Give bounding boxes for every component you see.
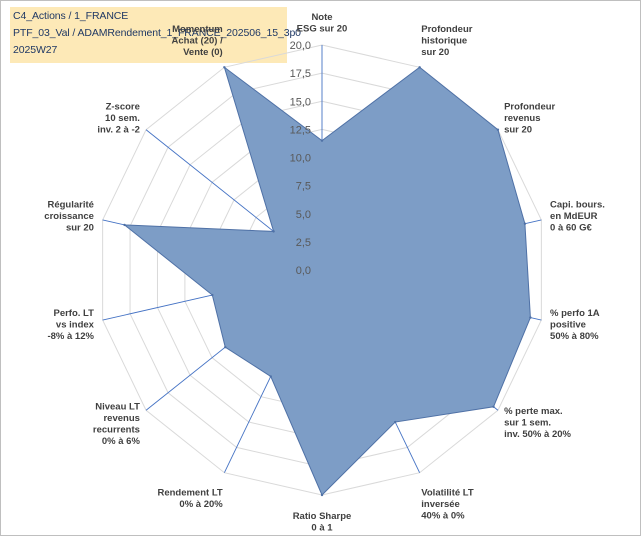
category-label-1-line-2: sur 20: [421, 47, 449, 58]
category-label-11-line-2: sur 20: [66, 222, 94, 233]
category-label-12-line-1: 10 sem.: [105, 113, 140, 124]
tick-label-4: 10,0: [290, 153, 311, 165]
tick-label-0: 0,0: [296, 265, 311, 277]
data-point-2: [496, 128, 500, 131]
category-label-9-line-3: 0% à 6%: [102, 436, 141, 447]
series-area-0: [123, 65, 531, 496]
radial-tick-labels: 0,0 2,5 5,0 7,5 10,0 12,5 15,0 17,5 20,0: [290, 40, 311, 277]
category-label-8-line-1: 0% à 20%: [179, 499, 223, 510]
category-label-6-line-0: Volatilité LT: [421, 487, 474, 498]
category-label-13-line-0: Momentum: [172, 24, 223, 35]
category-label-9-line-1: revenus: [103, 413, 139, 424]
category-label-2-line-2: sur 20: [504, 125, 532, 136]
data-point-3: [523, 222, 527, 225]
data-point-5: [492, 405, 495, 408]
category-label-7-line-0: Ratio Sharpe: [293, 511, 352, 522]
header-line-3: 2025W27: [13, 44, 58, 56]
category-label-1-line-0: Profondeur: [421, 24, 472, 35]
category-label-10-line-0: Perfo. LT: [53, 308, 94, 319]
category-label-4-line-1: positive: [550, 320, 586, 331]
data-point-12: [272, 230, 275, 233]
chart-header: C4_Actions / 1_FRANCE PTF_03_Val / ADAMR…: [10, 7, 301, 63]
category-label-12-line-0: Z-score: [106, 102, 140, 113]
data-point-1: [418, 66, 421, 69]
category-label-5: % perte max.sur 1 sem.inv. 50% à 20%: [504, 406, 571, 440]
data-point-0: [320, 139, 324, 142]
tick-label-8: 20,0: [290, 40, 311, 52]
category-label-2-line-1: revenus: [504, 113, 540, 124]
category-label-11-line-0: Régularité: [47, 199, 93, 210]
category-label-5-line-2: inv. 50% à 20%: [504, 429, 571, 440]
data-point-4: [529, 316, 532, 319]
category-label-2-line-0: Profondeur: [504, 102, 555, 113]
category-label-13-line-1: Achat (20) /: [172, 36, 224, 47]
tick-label-2: 5,0: [296, 209, 311, 221]
tick-label-5: 12,5: [290, 124, 311, 136]
tick-label-6: 15,0: [290, 96, 311, 108]
category-label-3-line-2: 0 à 60 G€: [550, 222, 592, 233]
tick-label-7: 17,5: [290, 68, 311, 80]
category-label-12-line-2: inv. 2 à -2: [97, 125, 140, 136]
data-point-7: [320, 493, 324, 497]
data-point-9: [224, 345, 227, 349]
category-label-1-line-1: historique: [421, 36, 467, 47]
category-label-9-line-0: Niveau LT: [95, 401, 140, 412]
category-label-10-line-2: -8% à 12%: [47, 331, 94, 342]
data-point-13: [223, 66, 226, 69]
data-point-11: [123, 223, 126, 227]
radar-series: [123, 65, 532, 497]
category-label-0-line-0: Note: [311, 12, 332, 23]
category-label-4-line-0: % perfo 1A: [550, 308, 600, 319]
tick-label-3: 7,5: [296, 181, 311, 193]
data-point-10: [211, 293, 214, 297]
category-label-7-line-1: 0 à 1: [311, 523, 333, 534]
category-label-5-line-1: sur 1 sem.: [504, 417, 551, 428]
category-label-11-line-1: croissance: [44, 211, 94, 222]
category-label-10-line-1: vs index: [56, 320, 95, 331]
data-point-8: [269, 375, 272, 378]
data-point-6: [394, 420, 397, 424]
category-label-9-line-2: recurrents: [93, 424, 140, 435]
category-label-3-line-0: Capi. bours.: [550, 199, 605, 210]
category-label-6-line-1: inversée: [421, 499, 460, 510]
category-label-6-line-2: 40% à 0%: [421, 510, 465, 521]
header-line-2: PTF_03_Val / ADAMRendement_1_FRANCE_2025…: [13, 27, 301, 39]
category-label-3-line-1: en MdEUR: [550, 211, 598, 222]
category-label-13-line-2: Vente (0): [183, 47, 223, 58]
header-line-1: C4_Actions / 1_FRANCE: [13, 10, 129, 22]
category-label-8: Rendement LT0% à 20%: [157, 487, 223, 510]
tick-label-1: 2,5: [296, 237, 311, 249]
category-label-8-line-0: Rendement LT: [157, 487, 222, 498]
category-label-0-line-1: ESG sur 20: [297, 24, 348, 35]
category-label-4-line-2: 50% à 80%: [550, 331, 599, 342]
category-label-5-line-0: % perte max.: [504, 406, 563, 417]
